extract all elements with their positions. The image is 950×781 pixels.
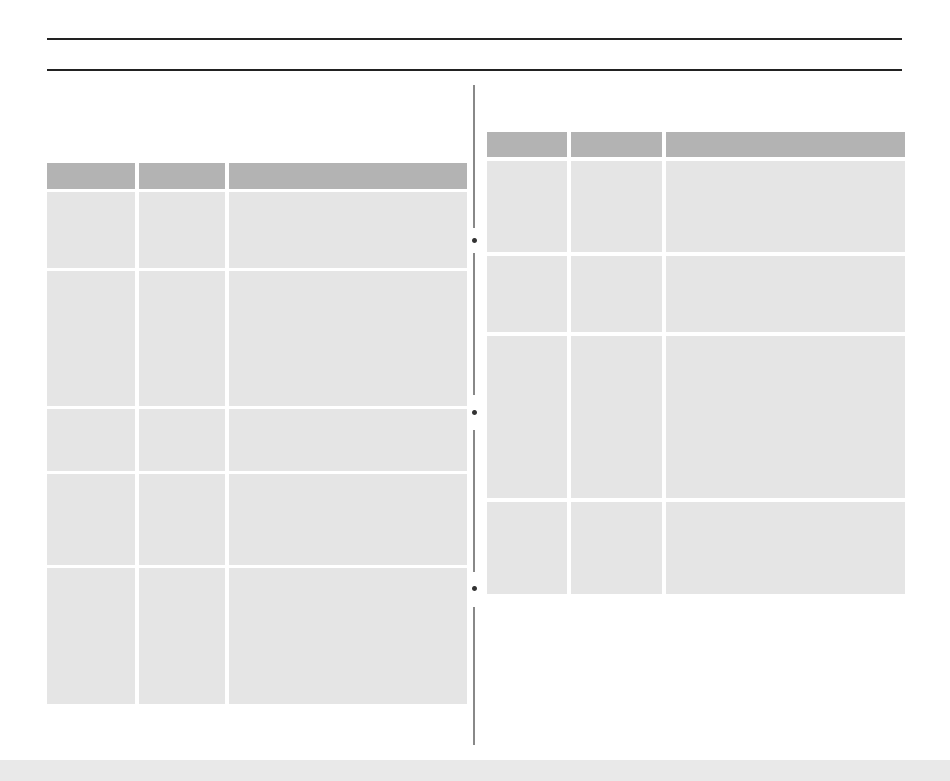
table-header-cell [487, 132, 567, 157]
table-cell [487, 502, 567, 594]
table-cell [666, 502, 905, 594]
table-cell [229, 568, 467, 704]
table-cell [571, 256, 662, 332]
top-rule [47, 38, 902, 40]
table-header-cell [139, 163, 225, 189]
divider-segment [473, 430, 475, 572]
table-cell [47, 271, 135, 406]
table-cell [571, 502, 662, 594]
table-cell [139, 192, 225, 268]
divider-segment [473, 607, 475, 745]
table-cell [487, 256, 567, 332]
table-cell [139, 568, 225, 704]
table-cell [229, 409, 467, 471]
table-header-cell [47, 163, 135, 189]
table-cell [229, 192, 467, 268]
table-cell [666, 336, 905, 498]
divider-dot [472, 410, 477, 415]
divider-dot [472, 238, 477, 243]
table-cell [666, 256, 905, 332]
table-cell [139, 271, 225, 406]
table-cell [666, 161, 905, 252]
table-cell [47, 409, 135, 471]
table-header-cell [229, 163, 467, 189]
table-header-cell [571, 132, 662, 157]
table-cell [487, 336, 567, 498]
table-cell [47, 474, 135, 565]
table-header-cell [666, 132, 905, 157]
divider-dot [472, 586, 477, 591]
divider-segment [473, 85, 475, 228]
table-cell [571, 336, 662, 498]
table-cell [47, 568, 135, 704]
table-cell [139, 474, 225, 565]
table-cell [229, 271, 467, 406]
divider-segment [473, 253, 475, 395]
table-cell [47, 192, 135, 268]
table-cell [229, 474, 467, 565]
footer-bar [0, 760, 950, 781]
table-cell [139, 409, 225, 471]
table-cell [487, 161, 567, 252]
header-rule [47, 69, 902, 71]
table-cell [571, 161, 662, 252]
